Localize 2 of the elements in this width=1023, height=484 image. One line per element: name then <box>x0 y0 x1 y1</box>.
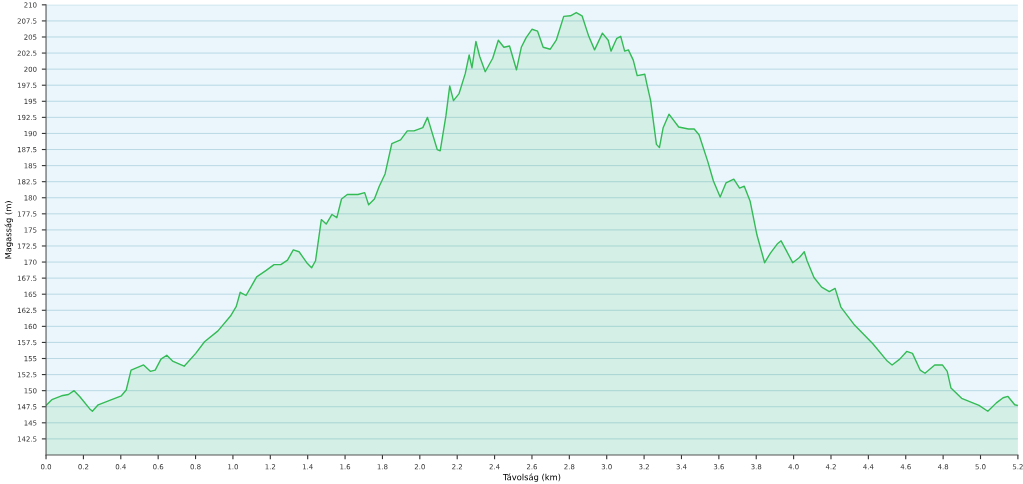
y-axis-title: Magasság (m) <box>4 201 13 259</box>
x-axis-title: Távolság (km) <box>502 473 561 482</box>
